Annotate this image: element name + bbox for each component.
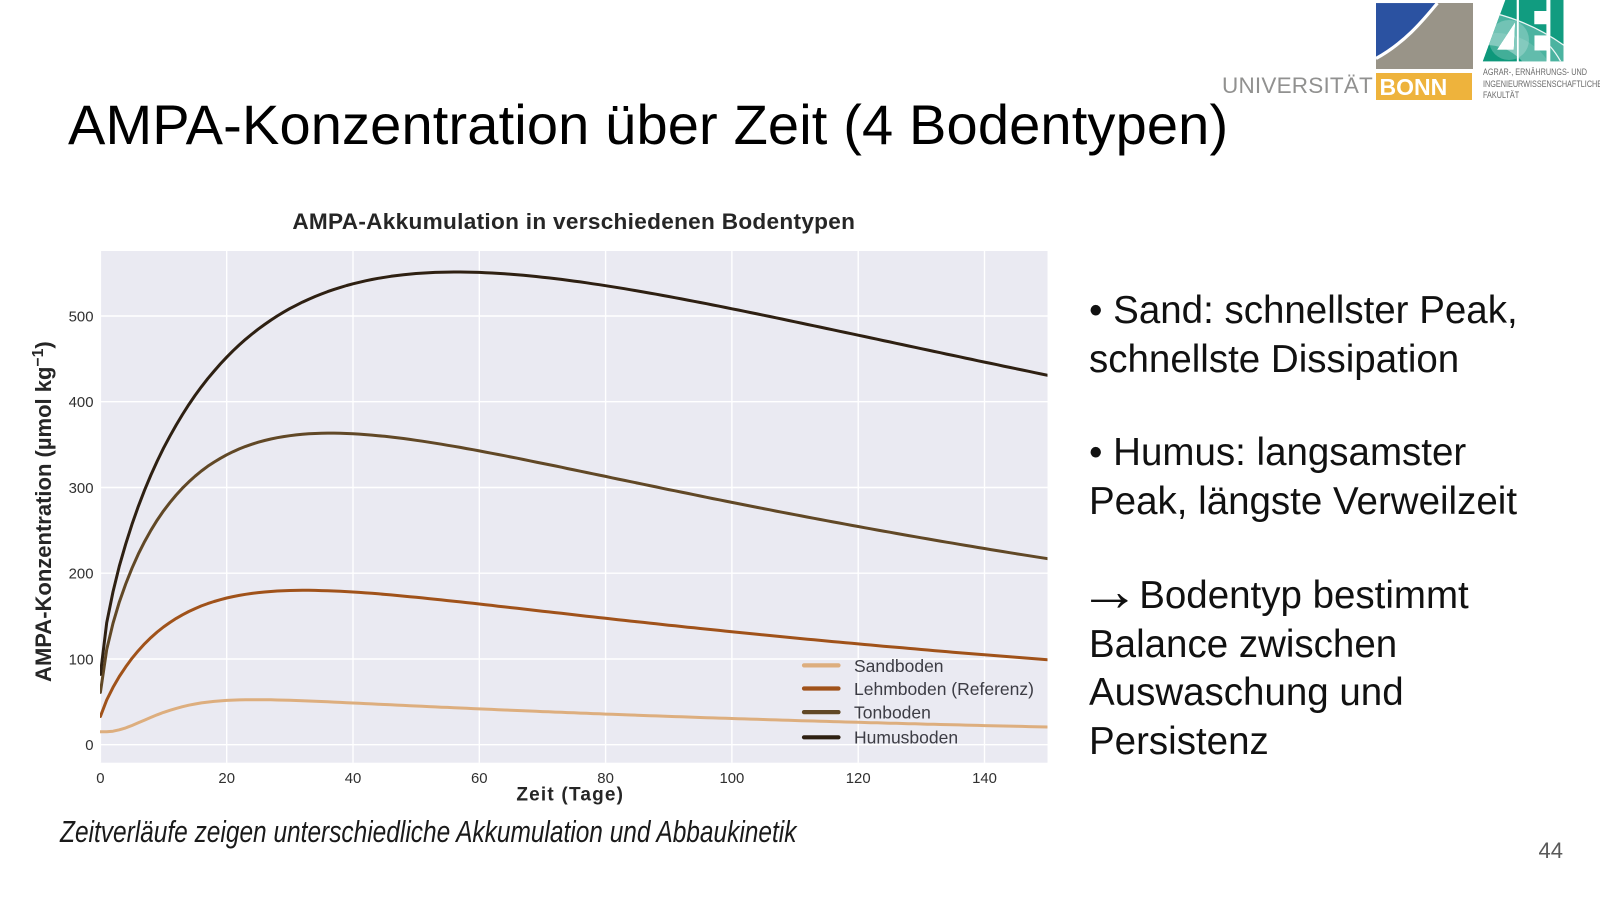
svg-text:300: 300: [69, 481, 94, 497]
svg-text:400: 400: [69, 395, 94, 411]
svg-text:AMPA-Akkumulation in verschied: AMPA-Akkumulation in verschiedenen Boden…: [292, 209, 855, 234]
svg-text:Lehmboden (Referenz): Lehmboden (Referenz): [854, 679, 1034, 699]
svg-text:120: 120: [846, 771, 871, 787]
svg-text:0: 0: [85, 738, 93, 754]
svg-text:Zeit (Tage): Zeit (Tage): [516, 785, 624, 806]
svg-text:200: 200: [69, 567, 94, 583]
svg-text:80: 80: [597, 771, 614, 787]
svg-text:140: 140: [972, 771, 997, 787]
svg-text:100: 100: [719, 771, 744, 787]
svg-text:60: 60: [471, 771, 488, 787]
svg-text:0: 0: [96, 771, 104, 787]
svg-text:Sandboden: Sandboden: [854, 656, 944, 676]
svg-text:100: 100: [69, 653, 94, 669]
svg-text:500: 500: [69, 310, 94, 326]
svg-text:Tonboden: Tonboden: [854, 703, 931, 723]
svg-text:20: 20: [218, 771, 235, 787]
svg-text:Humusboden: Humusboden: [854, 728, 958, 748]
svg-text:40: 40: [345, 771, 362, 787]
svg-text:AMPA-Konzentration (µmol kg−1): AMPA-Konzentration (µmol kg−1): [30, 341, 56, 682]
